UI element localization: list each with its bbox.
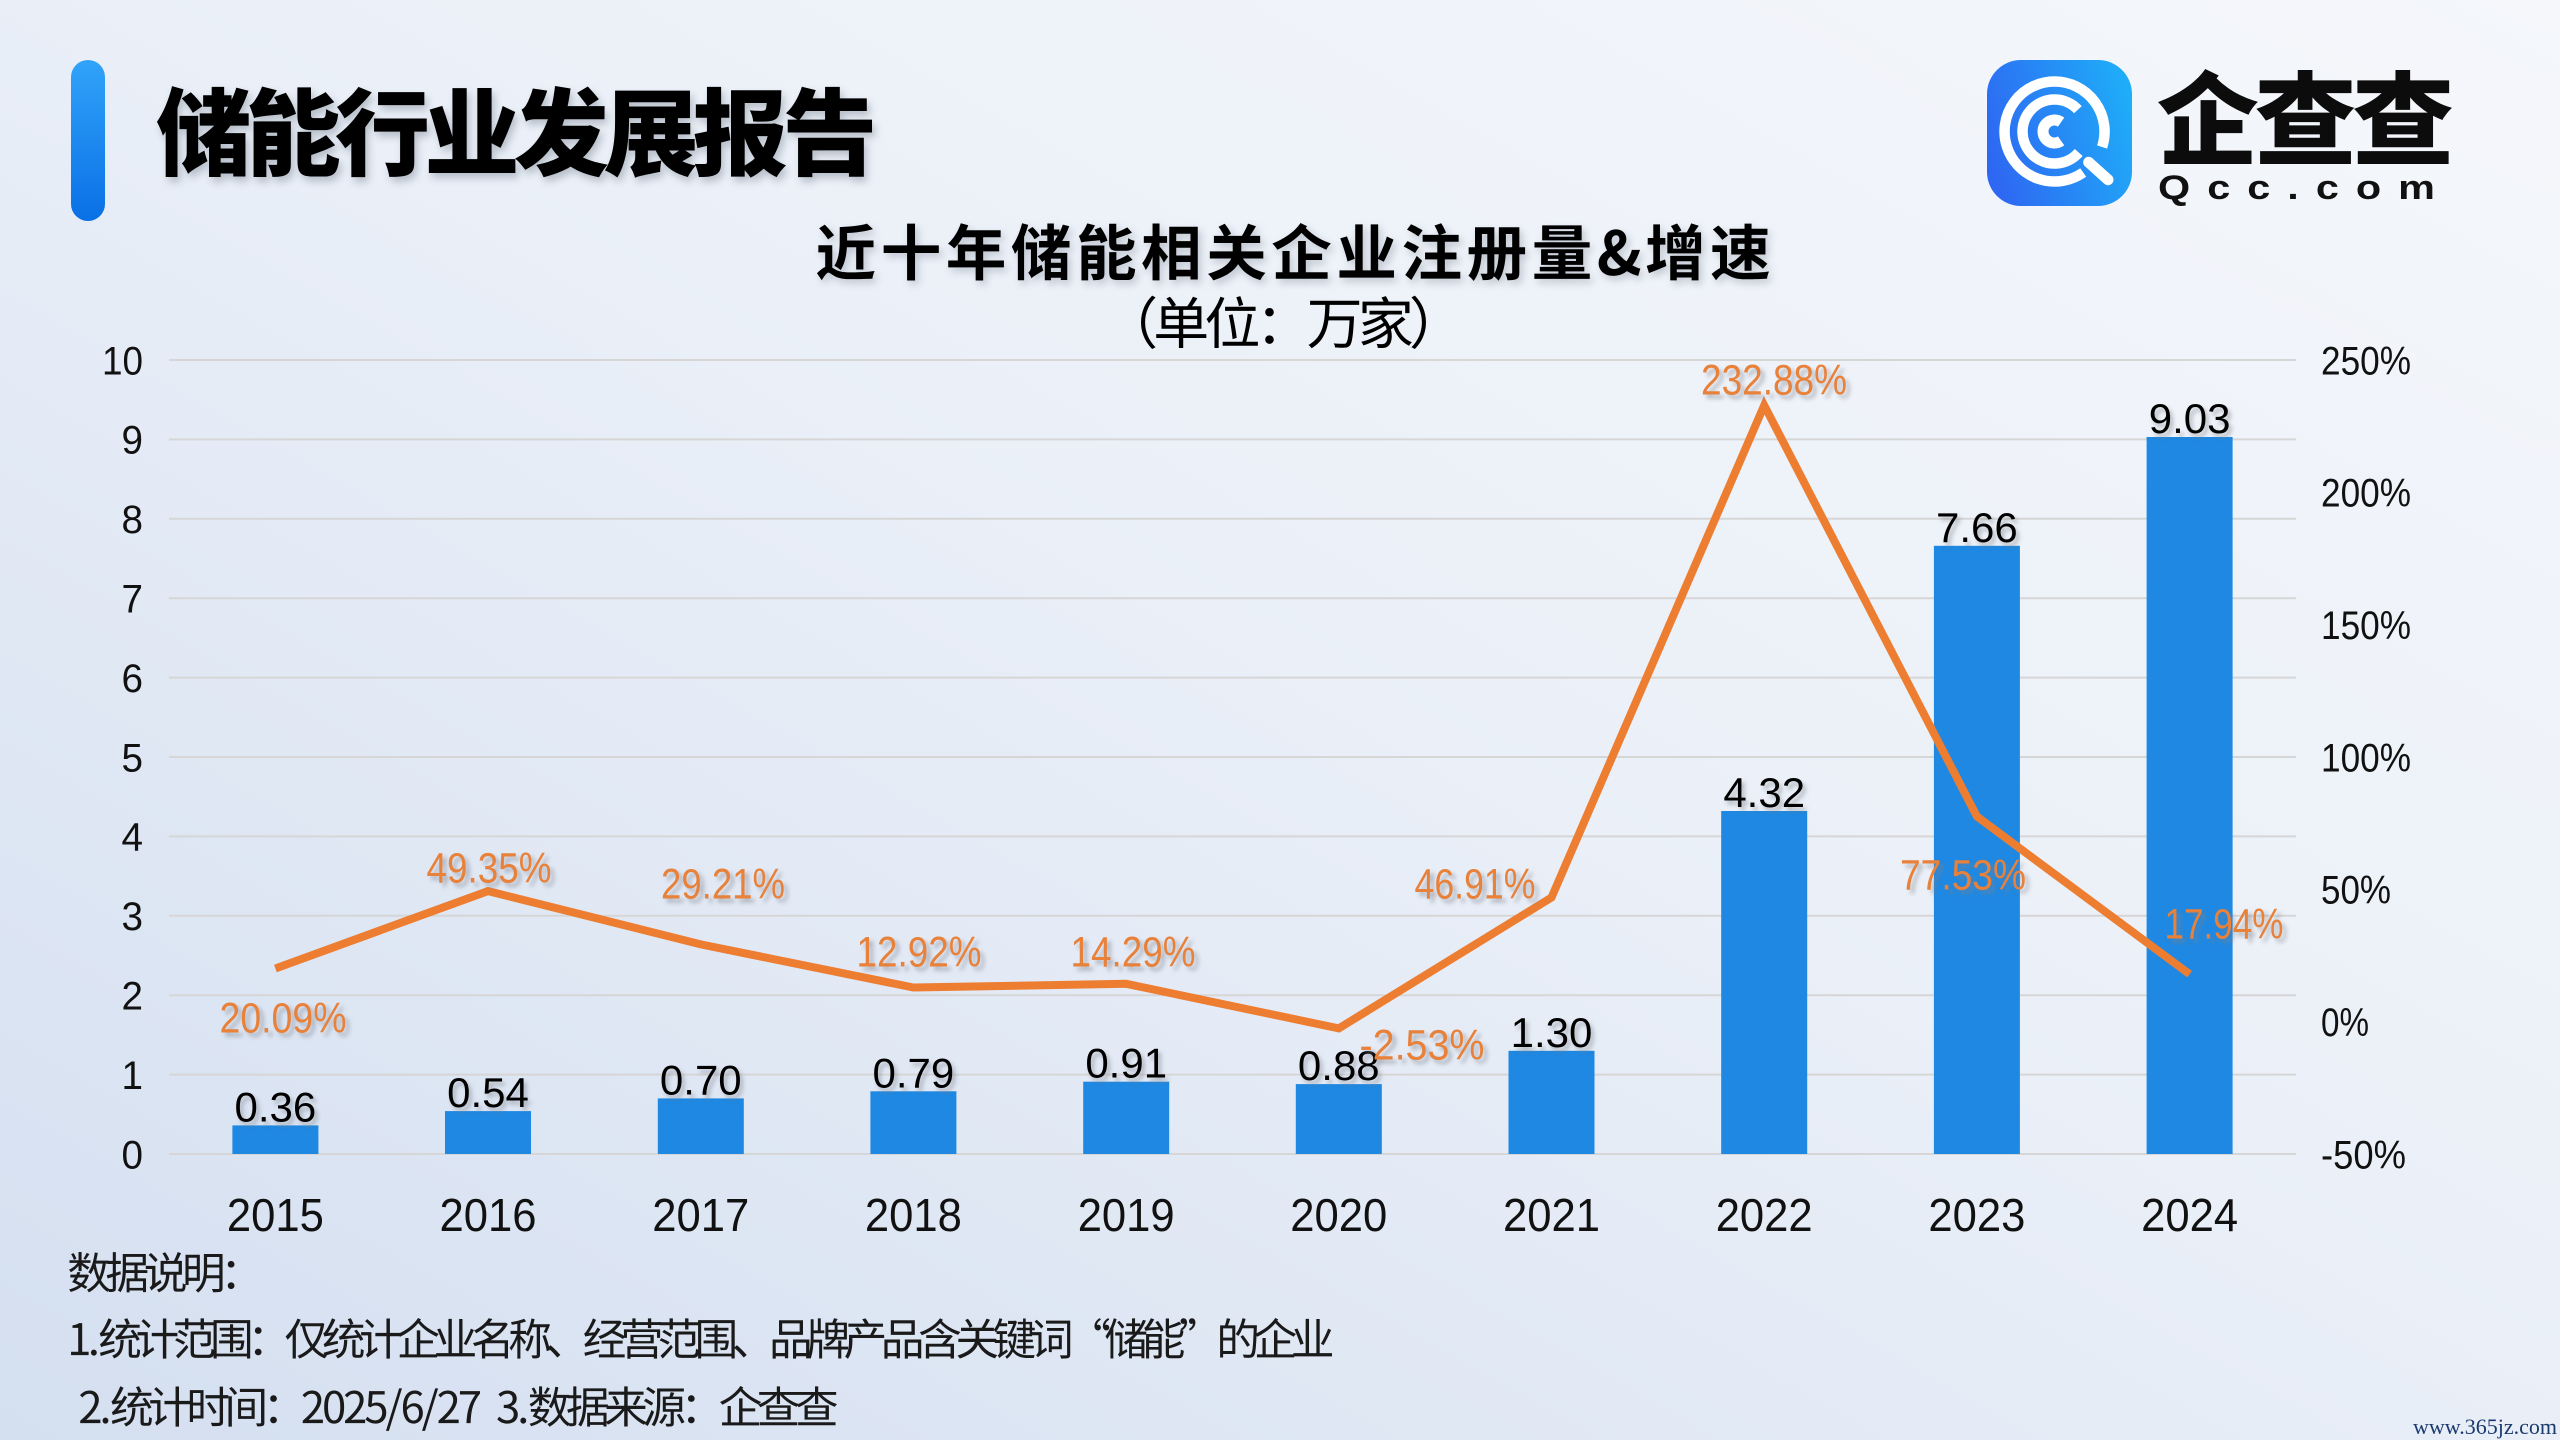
svg-text:0%: 0% xyxy=(2321,1001,2369,1045)
svg-text:Qcc.com: Qcc.com xyxy=(2158,169,2452,207)
svg-text:0.91: 0.91 xyxy=(1085,1040,1167,1087)
svg-text:46.91%: 46.91% xyxy=(1415,861,1536,909)
svg-text:2018: 2018 xyxy=(865,1189,962,1241)
svg-text:12.92%: 12.92% xyxy=(857,929,982,977)
svg-text:20.09%: 20.09% xyxy=(220,995,347,1043)
svg-text:100%: 100% xyxy=(2321,736,2411,780)
svg-text:77.53%: 77.53% xyxy=(1900,852,2026,900)
svg-text:49.35%: 49.35% xyxy=(427,845,552,893)
svg-text:14.29%: 14.29% xyxy=(1071,929,1196,977)
svg-text:29.21%: 29.21% xyxy=(661,861,785,909)
svg-text:2017: 2017 xyxy=(652,1189,749,1241)
svg-text:0.88: 0.88 xyxy=(1298,1042,1380,1089)
svg-text:0: 0 xyxy=(122,1133,144,1177)
svg-text:17.94%: 17.94% xyxy=(2165,901,2284,949)
svg-text:2023: 2023 xyxy=(1928,1189,2025,1241)
svg-text:2021: 2021 xyxy=(1503,1189,1600,1241)
svg-text:250%: 250% xyxy=(2321,339,2411,383)
svg-text:232.88%: 232.88% xyxy=(1701,357,1847,405)
svg-text:2024: 2024 xyxy=(2141,1189,2238,1241)
svg-text:3: 3 xyxy=(122,895,144,939)
svg-text:-2.53%: -2.53% xyxy=(1360,1022,1485,1070)
svg-text:4.32: 4.32 xyxy=(1723,769,1805,816)
svg-text:www.365jz.com: www.365jz.com xyxy=(2413,1414,2557,1439)
svg-text:2015: 2015 xyxy=(227,1189,324,1241)
svg-text:0.54: 0.54 xyxy=(447,1069,529,1116)
svg-text:2020: 2020 xyxy=(1290,1189,1387,1241)
svg-text:2: 2 xyxy=(122,975,144,1019)
svg-text:8: 8 xyxy=(122,498,144,542)
svg-text:2019: 2019 xyxy=(1078,1189,1175,1241)
svg-text:-50%: -50% xyxy=(2321,1133,2406,1177)
svg-text:1.30: 1.30 xyxy=(1511,1009,1593,1056)
svg-text:0.79: 0.79 xyxy=(873,1049,955,1096)
svg-text:0.70: 0.70 xyxy=(660,1056,742,1103)
svg-text:4: 4 xyxy=(122,816,144,860)
svg-text:5: 5 xyxy=(122,736,144,780)
svg-text:7: 7 xyxy=(122,578,144,622)
svg-text:200%: 200% xyxy=(2321,472,2411,516)
svg-text:9: 9 xyxy=(122,419,144,463)
svg-text:50%: 50% xyxy=(2321,869,2391,913)
svg-text:10: 10 xyxy=(102,339,143,383)
svg-text:6: 6 xyxy=(122,657,144,701)
svg-text:7.66: 7.66 xyxy=(1936,504,2018,551)
svg-text:2016: 2016 xyxy=(440,1189,537,1241)
svg-text:150%: 150% xyxy=(2321,604,2411,648)
svg-text:0.36: 0.36 xyxy=(235,1083,317,1130)
svg-text:9.03: 9.03 xyxy=(2149,395,2231,442)
svg-text:1: 1 xyxy=(122,1054,144,1098)
svg-text:2022: 2022 xyxy=(1716,1189,1813,1241)
